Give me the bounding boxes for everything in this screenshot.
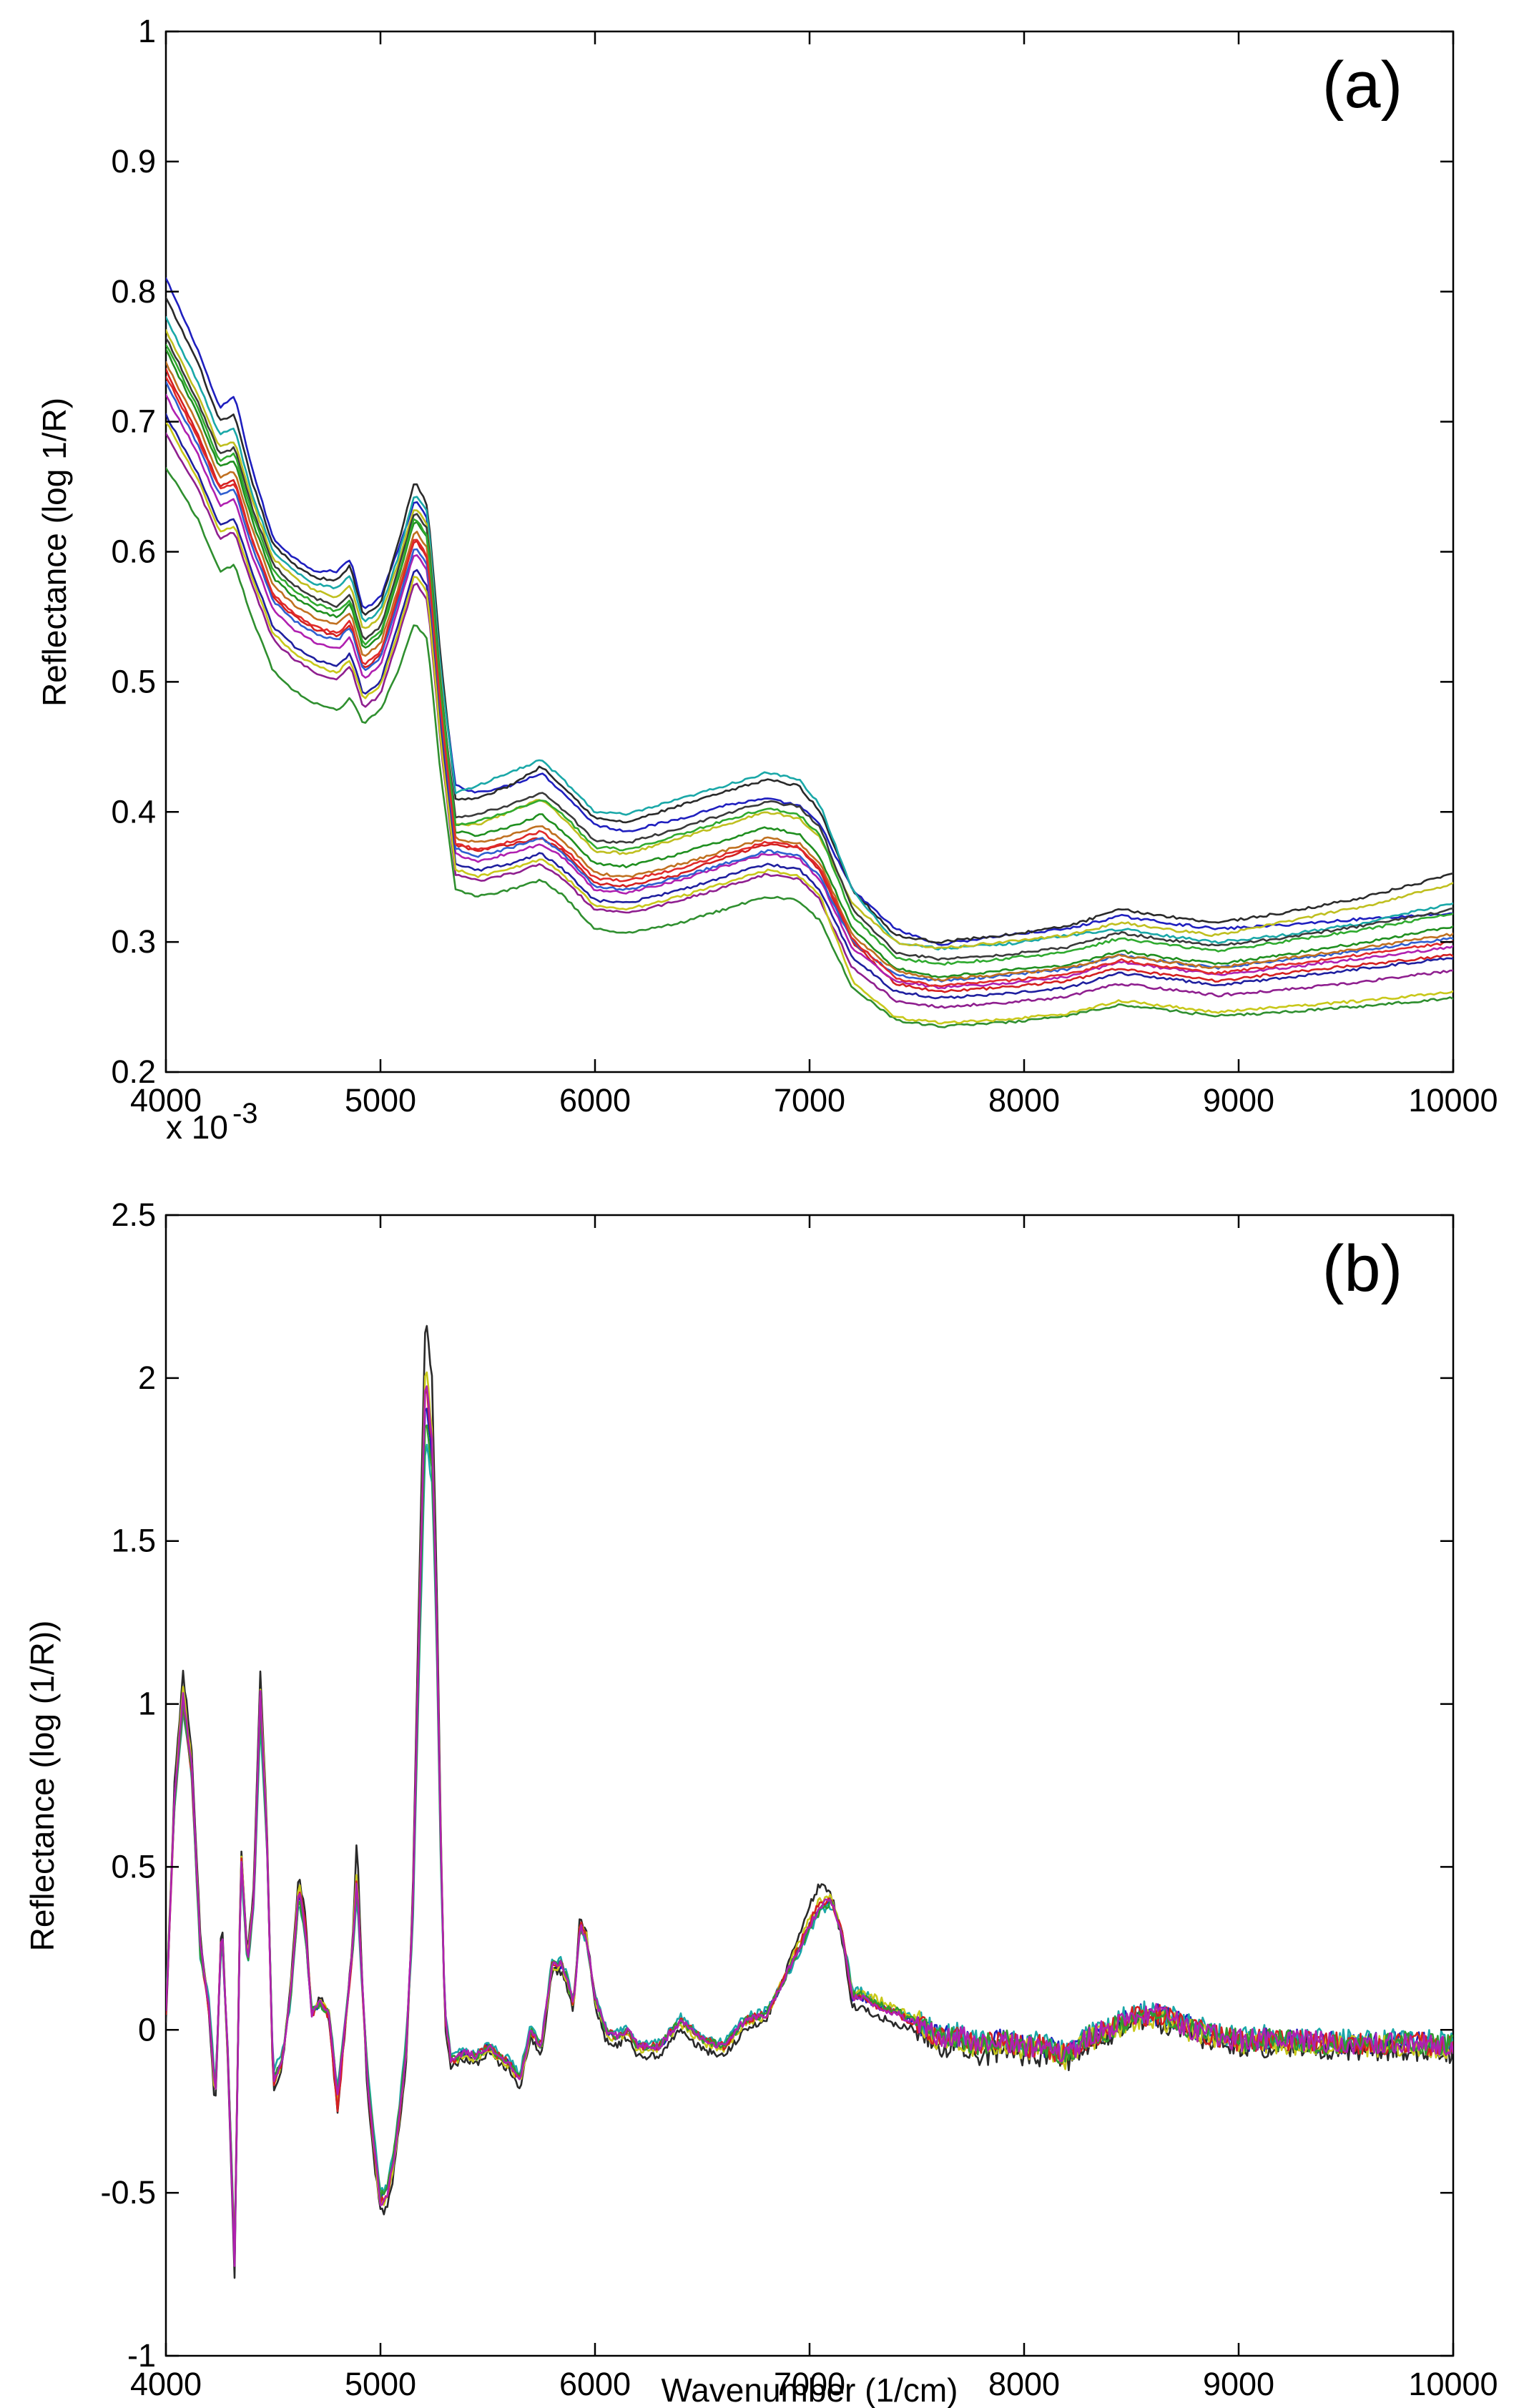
panel-b-y-axis-label: Reflectance (log (1/R)) <box>24 1621 61 1952</box>
panel-a-y-tick-label: 0.4 <box>111 793 156 830</box>
panel-b-series-line <box>166 1385 1453 2267</box>
panel-a-series-line <box>166 380 1453 983</box>
panel-a-series-line <box>166 329 1453 950</box>
panel-b-x-tick-label: 4000 <box>130 2366 202 2402</box>
panel-b-y-tick-label: 1.5 <box>111 1523 156 1559</box>
panel-a-series-line <box>166 296 1453 944</box>
panel-b-multiplier-exponent: -3 <box>232 1098 258 1129</box>
panel-a-y-tick-label: 0.6 <box>111 534 156 570</box>
panel-a-ticks: 4000 5000 6000 7000 8000 9000 10000 0.2 0.3 0.4 0.… <box>111 13 1498 1119</box>
panel-a-x-tick-label: 4000 <box>130 1082 202 1119</box>
panel-a-series-line <box>166 360 1453 982</box>
panel-b: x 10 -3 4000 5000 6000 7000 8000 9000 10000 -1 -0… <box>24 1098 1498 2408</box>
panel-a-x-tick-label: 8000 <box>988 1082 1060 1119</box>
panel-b-multiplier-base: x 10 <box>166 1109 228 1146</box>
panel-b-x-axis-label: Wavenumber (1/cm) <box>662 2372 958 2408</box>
panel-b-ticks: 4000 5000 6000 7000 8000 9000 10000 -1 -0.5 0 0.5 1… <box>100 1196 1498 2402</box>
panel-a-x-tick-label: 5000 <box>345 1082 416 1119</box>
panel-a-x-tick-label: 9000 <box>1203 1082 1274 1119</box>
panel-b-x-tick-label: 10000 <box>1408 2366 1498 2402</box>
panel-b-x-tick-label: 7000 <box>774 2366 845 2402</box>
panel-b-y-tick-label: 0 <box>138 2011 156 2048</box>
panel-a-series-line <box>166 316 1453 950</box>
panel-a-y-tick-label: 0.5 <box>111 663 156 699</box>
panel-b-axes-box <box>164 1214 1455 2357</box>
panel-a-axes-box <box>164 30 1455 1073</box>
panel-a: 4000 5000 6000 7000 8000 9000 10000 0.2 0.3 0.4 0.… <box>36 13 1498 1119</box>
panel-a-label: (a) <box>1322 49 1402 122</box>
panel-b-y-tick-label: 2 <box>138 1360 156 1396</box>
panel-a-series-line <box>166 421 1453 1025</box>
panel-a-y-axis-label: Reflectance (log 1/R) <box>36 398 73 707</box>
panel-b-x-tick-label: 5000 <box>345 2366 416 2402</box>
panel-a-y-tick-label: 0.8 <box>111 273 156 310</box>
panel-a-x-tick-label: 7000 <box>774 1082 845 1119</box>
panel-a-y-tick-label: 0.7 <box>111 403 156 440</box>
panel-a-y-tick-label: 0.2 <box>111 1053 156 1090</box>
panel-a-series-line <box>166 348 1453 978</box>
panel-a-y-tick-label: 0.3 <box>111 923 156 960</box>
panel-a-series-group <box>166 277 1453 1028</box>
panel-a-series-line <box>166 413 1453 1000</box>
panel-b-x-tick-label: 9000 <box>1203 2366 1274 2402</box>
panel-a-x-tick-label: 6000 <box>559 1082 631 1119</box>
panel-b-label: (b) <box>1322 1232 1402 1305</box>
panel-a-series-line <box>166 467 1453 1028</box>
panel-b-x-tick-label: 8000 <box>988 2366 1060 2402</box>
panel-b-y-tick-label: -0.5 <box>100 2174 156 2211</box>
panel-a-series-line <box>166 376 1453 988</box>
panel-b-y-tick-label: 0.5 <box>111 1848 156 1884</box>
panel-a-y-tick-label: 0.9 <box>111 143 156 180</box>
panel-a-series-line <box>166 277 1453 946</box>
panel-b-x-tick-label: 6000 <box>559 2366 631 2402</box>
panel-a-series-line <box>166 432 1453 1009</box>
panel-b-y-tick-label: 2.5 <box>111 1196 156 1233</box>
panel-b-y-tick-label: -1 <box>127 2337 156 2374</box>
panel-b-axis-multiplier: x 10 -3 <box>166 1098 258 1146</box>
panel-a-series-line <box>166 343 1453 966</box>
panel-a-series-line <box>166 337 1453 961</box>
panel-a-x-tick-label: 10000 <box>1408 1082 1498 1119</box>
panel-b-y-tick-label: 1 <box>138 1686 156 1722</box>
panel-a-y-tick-label: 1 <box>138 13 156 49</box>
panel-b-series-group <box>166 1325 1453 2279</box>
